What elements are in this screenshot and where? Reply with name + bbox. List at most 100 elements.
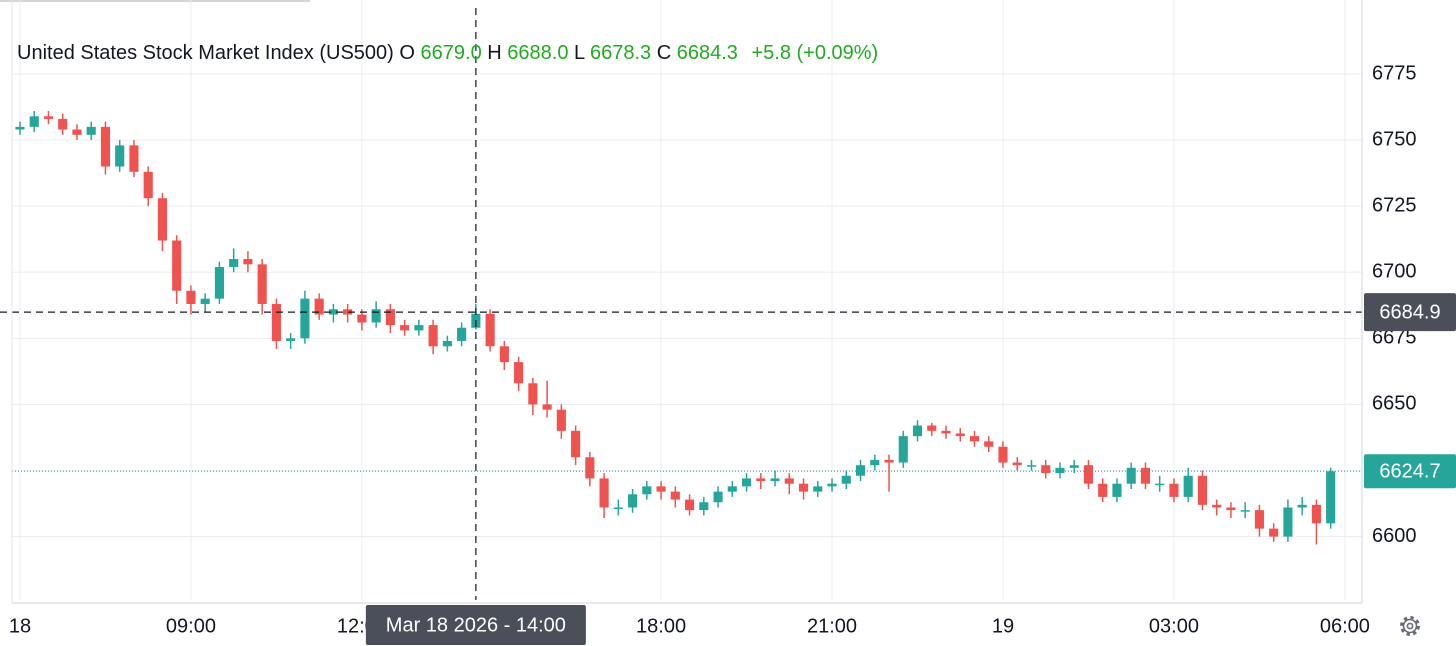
candle-body [100, 126, 111, 167]
candle-body [1269, 528, 1279, 537]
candle-body [827, 483, 837, 487]
candle-body [314, 298, 324, 315]
candle-body [1169, 483, 1179, 497]
candle-body [741, 478, 752, 487]
x-tick-label: 03:00 [1149, 615, 1199, 637]
candle-body [542, 404, 552, 410]
y-tick-label: 6675 [1372, 327, 1417, 349]
candle-body [457, 327, 467, 341]
candle-body [243, 259, 253, 265]
overlay [0, 8, 1362, 600]
candle-body [1326, 471, 1336, 524]
x-tick-label: 21:00 [807, 615, 857, 637]
candle-body [1041, 465, 1051, 474]
x-tick-label: 09:00 [166, 615, 216, 637]
candle-body [1226, 507, 1236, 511]
settings-icon[interactable] [1400, 616, 1420, 636]
candle-body [884, 459, 894, 463]
candle-body [129, 145, 139, 172]
candle-body [685, 499, 695, 511]
candle-body [371, 309, 381, 323]
candle-body [1297, 504, 1307, 508]
candle-body [613, 507, 623, 509]
chart-header: United States Stock Market Index (US500)… [17, 42, 878, 64]
candle-body [713, 491, 723, 503]
candle-body [969, 436, 980, 442]
candle-body [656, 486, 666, 492]
candle-body [670, 491, 680, 500]
candle-body [442, 340, 452, 347]
close-value: 6684.3 [677, 42, 738, 64]
y-tick-label: 6750 [1372, 128, 1417, 150]
candle-body [157, 198, 168, 241]
candle-body [1098, 483, 1108, 497]
candle-body [528, 383, 538, 405]
chart-title: United States Stock Market Index (US500) [17, 42, 394, 64]
candle-body [400, 325, 410, 331]
grid [12, 0, 1362, 600]
candle-body [628, 494, 638, 508]
candle-body [428, 325, 438, 347]
candle-body [214, 266, 224, 299]
candle-body [1126, 467, 1136, 484]
candle-body [414, 325, 424, 331]
candle-body [485, 313, 495, 347]
candle-body [186, 290, 196, 304]
gear-body [1402, 618, 1418, 634]
candle-body [955, 433, 965, 437]
candle-body [328, 309, 338, 315]
candle-body [115, 145, 125, 167]
open-key: O [399, 42, 415, 64]
candle-body [841, 475, 851, 484]
candle-body [514, 362, 524, 384]
candle-body [1155, 483, 1165, 486]
candle-body [571, 430, 581, 458]
low-key: L [574, 42, 585, 64]
axes: 660066256650667567006725675067751809:001… [9, 62, 1456, 645]
candle-body [286, 338, 296, 341]
change-value: +5.8 (+0.09%) [751, 42, 878, 64]
candle-body [499, 346, 509, 363]
candle-body [200, 298, 210, 304]
y-tick-label: 6725 [1372, 194, 1417, 216]
close-key: C [657, 42, 671, 64]
gear-teeth [1400, 616, 1420, 636]
high-key: H [487, 42, 501, 64]
candle-body [29, 116, 39, 127]
candle-body [1112, 483, 1122, 497]
y-tick-label: 6600 [1372, 525, 1417, 547]
candle-body [585, 457, 595, 479]
candle-body [898, 436, 908, 463]
candle-body [271, 303, 281, 341]
candle-body [300, 298, 310, 339]
high-value: 6688.0 [507, 42, 568, 64]
crosshair-time-label: Mar 18 2026 - 14:00 [386, 614, 566, 636]
candle-body [86, 126, 96, 135]
crosshair-time-box [365, 605, 586, 645]
candle-body [941, 430, 951, 434]
candle-body [15, 126, 25, 130]
candle-body [1183, 475, 1193, 497]
candle-body [172, 240, 182, 291]
candle-body [58, 118, 68, 130]
candle-body [556, 409, 566, 431]
candle-body [343, 309, 353, 315]
x-tick-label: 18 [9, 615, 31, 637]
candle-body [143, 171, 153, 199]
candle-body [998, 446, 1008, 463]
y-tick-label: 6650 [1372, 393, 1417, 415]
candle-body [798, 483, 809, 492]
candle-body [813, 486, 823, 492]
candle-body [43, 116, 54, 119]
y-tick-label: 6700 [1372, 261, 1417, 283]
candle-body [1083, 465, 1094, 484]
candle-body [1240, 510, 1250, 512]
candle-body [1254, 510, 1264, 529]
candle-body [229, 259, 239, 267]
crosshair-price-label: 6684.9 [1379, 301, 1440, 323]
y-tick-label: 6775 [1372, 62, 1417, 84]
candle-body [357, 314, 367, 323]
candle-body [642, 486, 652, 495]
